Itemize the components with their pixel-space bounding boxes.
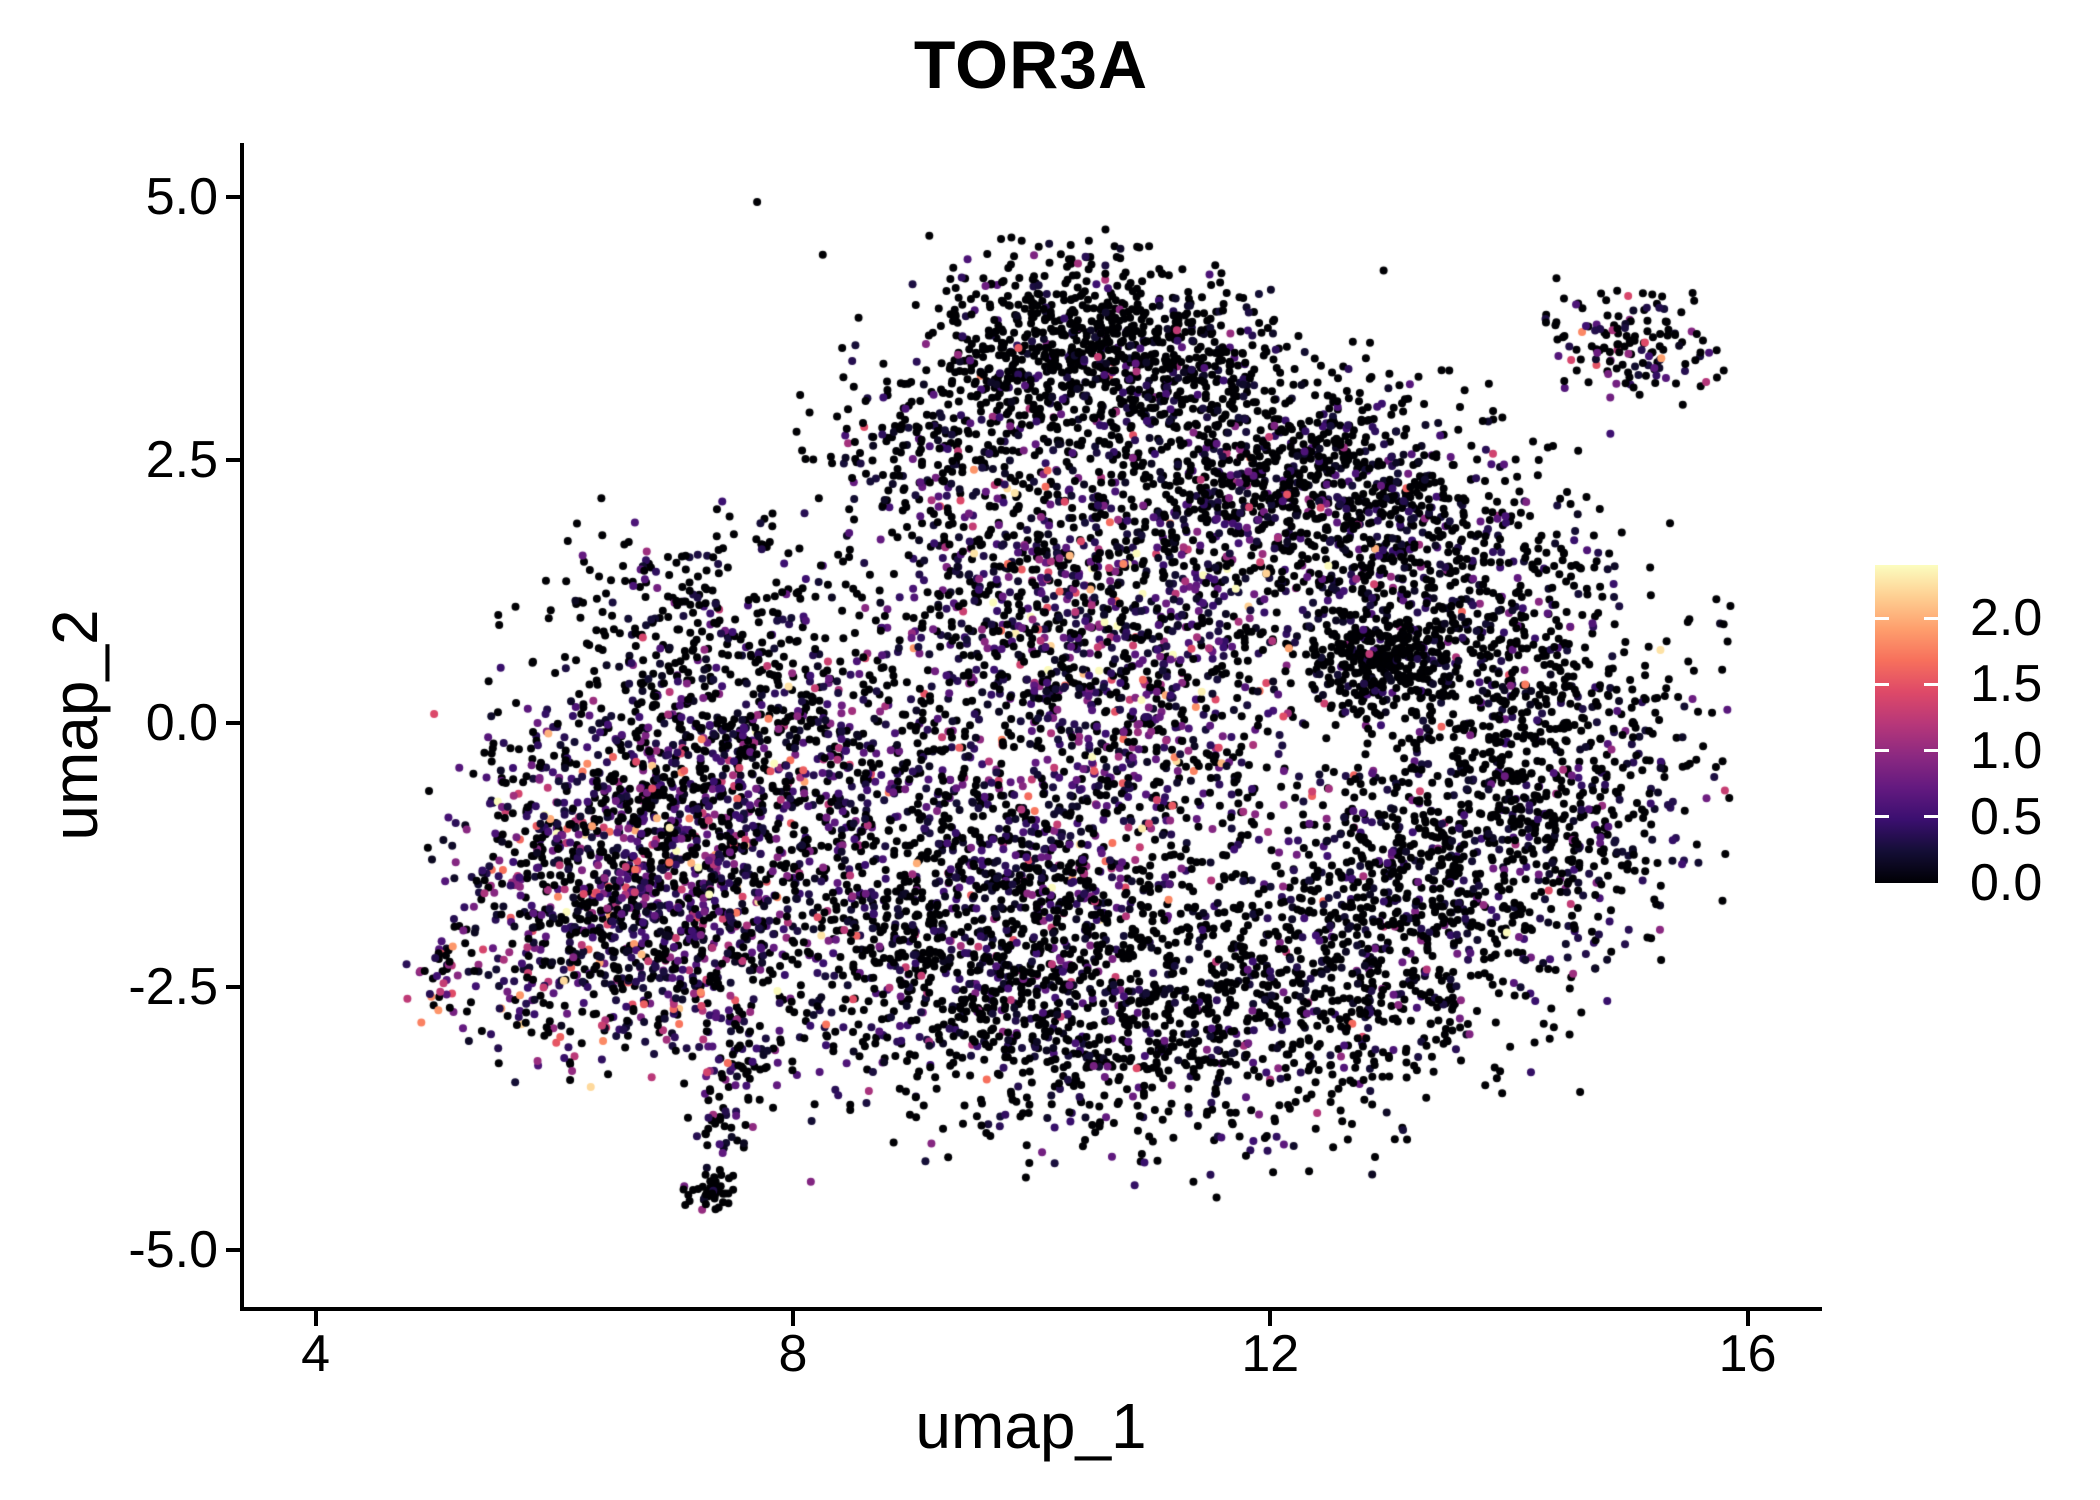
y-tick-label: -2.5 bbox=[128, 957, 218, 1016]
x-tick-mark bbox=[1268, 1311, 1273, 1326]
y-tick-label: 2.5 bbox=[145, 431, 218, 490]
legend-tick-mark bbox=[1924, 616, 1938, 620]
x-tick-mark bbox=[313, 1311, 318, 1326]
legend-tick-mark bbox=[1924, 815, 1938, 819]
y-tick-label: -5.0 bbox=[128, 1221, 218, 1280]
legend-tick-mark bbox=[1924, 749, 1938, 752]
legend-tick-label: 0.0 bbox=[1970, 854, 2043, 912]
y-tick-mark bbox=[226, 984, 240, 989]
x-tick-mark bbox=[1745, 1311, 1750, 1326]
y-tick-mark bbox=[226, 458, 240, 463]
legend-tick-mark bbox=[1875, 616, 1889, 620]
x-axis-line bbox=[240, 1307, 1822, 1311]
y-tick-mark bbox=[226, 721, 240, 726]
x-axis-title: umap_1 bbox=[915, 1390, 1147, 1462]
legend-tick-label: 0.5 bbox=[1970, 787, 2043, 846]
x-tick-label: 8 bbox=[778, 1325, 808, 1383]
legend-tick-label: 1.0 bbox=[1970, 721, 2043, 780]
x-tick-label: 4 bbox=[301, 1325, 331, 1383]
legend-tick-label: 1.5 bbox=[1970, 655, 2043, 714]
y-tick-label: 5.0 bbox=[145, 167, 218, 226]
y-tick-mark bbox=[226, 1248, 240, 1253]
legend-tick-label: 2.0 bbox=[1970, 589, 2043, 647]
y-axis-title: umap_2 bbox=[39, 609, 111, 841]
x-tick-label: 16 bbox=[1718, 1325, 1777, 1383]
y-tick-mark bbox=[226, 194, 240, 199]
legend-tick-mark bbox=[1875, 815, 1889, 819]
x-tick-label: 12 bbox=[1241, 1325, 1300, 1383]
legend-tick-mark bbox=[1924, 682, 1938, 686]
legend-tick-mark bbox=[1875, 682, 1889, 686]
y-axis-line bbox=[240, 143, 244, 1311]
plot-title: TOR3A bbox=[913, 27, 1149, 103]
y-tick-label: 0.0 bbox=[145, 694, 218, 753]
x-tick-mark bbox=[790, 1311, 795, 1326]
legend-colorbar bbox=[1875, 565, 1938, 883]
legend-tick-mark bbox=[1875, 749, 1889, 752]
